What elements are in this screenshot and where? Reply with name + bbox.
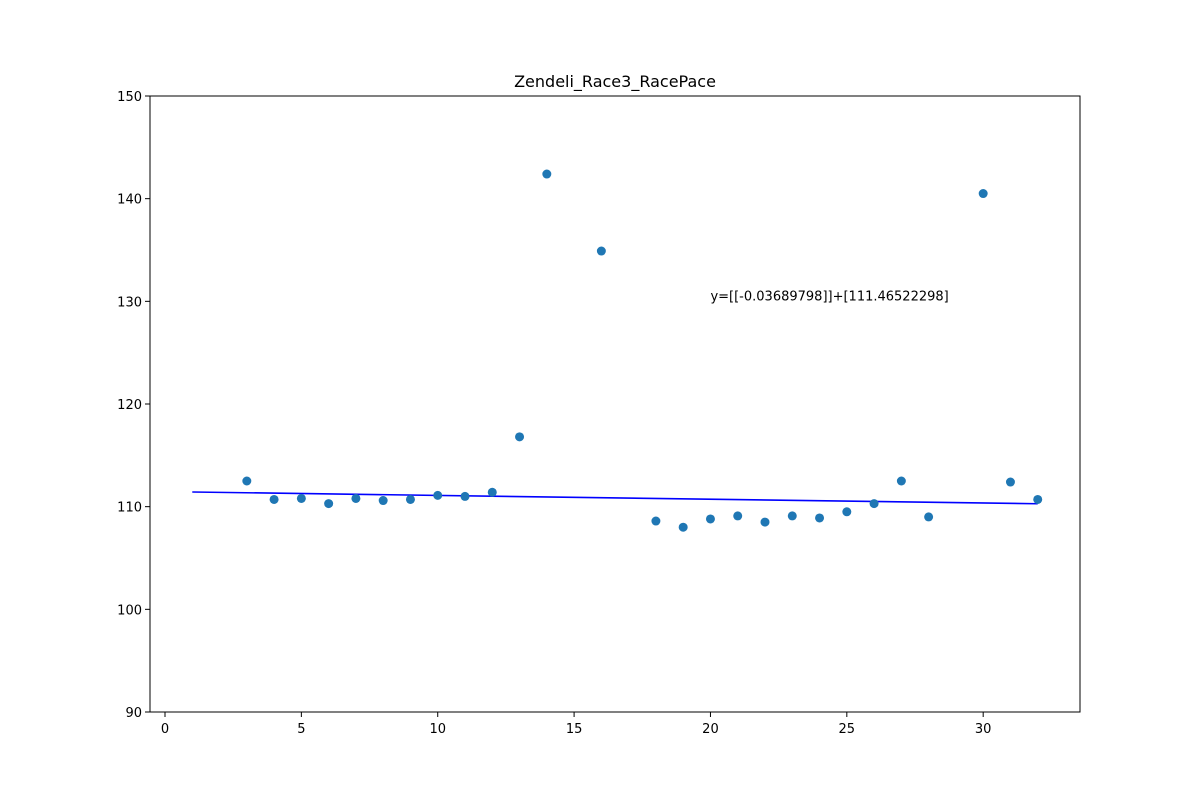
data-point bbox=[1005, 477, 1015, 487]
y-tick-label: 100 bbox=[117, 603, 142, 618]
equation-annotation: y=[[-0.03689798]]+[111.46522298] bbox=[710, 289, 948, 304]
data-point bbox=[433, 490, 443, 500]
data-point bbox=[760, 517, 770, 527]
data-point bbox=[815, 513, 825, 523]
data-point bbox=[405, 494, 415, 504]
x-tick-label: 15 bbox=[566, 722, 583, 737]
chart-title: Zendeli_Race3_RacePace bbox=[514, 72, 716, 92]
data-point bbox=[515, 432, 525, 442]
plot-frame bbox=[149, 95, 1081, 713]
data-point bbox=[460, 491, 470, 501]
x-tick-label: 0 bbox=[161, 722, 169, 737]
data-point bbox=[733, 511, 743, 521]
plot-area: 0 5 10 15 20 25 30 90 100 110 120 130 140 150 y=[[-0.0… bbox=[117, 90, 1081, 737]
data-point bbox=[705, 514, 715, 524]
x-tick-label: 10 bbox=[429, 722, 446, 737]
y-tick-label: 110 bbox=[117, 501, 142, 516]
y-tick-label: 150 bbox=[117, 90, 142, 105]
data-point bbox=[787, 511, 797, 521]
y-tick-label: 130 bbox=[117, 295, 142, 310]
data-point bbox=[296, 493, 306, 503]
trend-line bbox=[192, 491, 1038, 505]
x-tick-label: 20 bbox=[702, 722, 719, 737]
data-point bbox=[269, 494, 279, 504]
data-point bbox=[351, 493, 361, 503]
data-point bbox=[1033, 494, 1043, 504]
y-tick-label: 90 bbox=[125, 706, 142, 721]
data-point bbox=[678, 522, 688, 532]
data-point bbox=[869, 499, 879, 509]
data-point bbox=[378, 496, 388, 506]
data-point bbox=[978, 189, 988, 199]
data-point bbox=[242, 476, 252, 486]
y-tick-label: 140 bbox=[117, 193, 142, 208]
data-point bbox=[924, 512, 934, 522]
x-tick-label: 25 bbox=[839, 722, 856, 737]
x-tick-label: 5 bbox=[297, 722, 305, 737]
data-point bbox=[596, 246, 606, 256]
y-tick-label: 120 bbox=[117, 398, 142, 413]
data-point bbox=[651, 516, 661, 526]
data-point bbox=[896, 476, 906, 486]
data-point bbox=[487, 487, 497, 497]
data-point bbox=[842, 507, 852, 517]
data-point bbox=[324, 499, 334, 509]
x-tick-label: 30 bbox=[975, 722, 992, 737]
data-point bbox=[542, 169, 552, 179]
